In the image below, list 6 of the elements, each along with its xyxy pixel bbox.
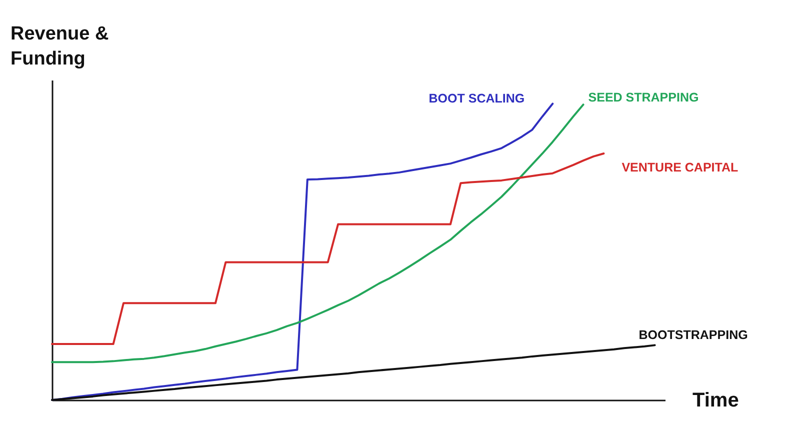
x-axis-title: Time xyxy=(692,390,739,412)
series-label: BOOTSTRAPPING xyxy=(638,328,748,342)
series-label: SEED STRAPPING xyxy=(588,90,699,105)
series-label: BOOT SCALING xyxy=(428,92,525,106)
series-label: VENTURE CAPITAL xyxy=(622,160,738,174)
y-axis-title: Revenue & Funding xyxy=(10,24,109,70)
